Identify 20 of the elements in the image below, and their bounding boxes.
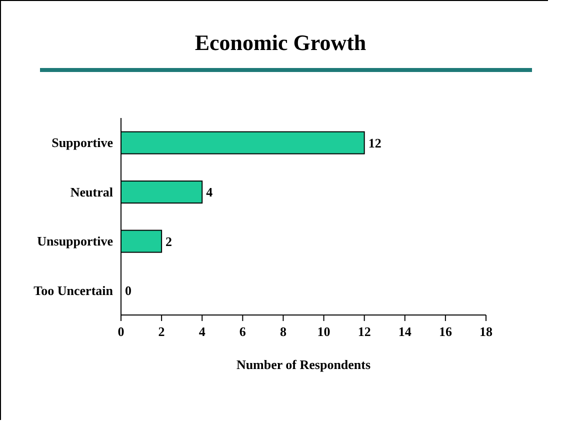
x-tick-label: 2 <box>158 324 165 340</box>
x-tick-label: 4 <box>198 324 206 340</box>
y-tick-label: Neutral <box>70 184 114 200</box>
y-tick-label: Unsupportive <box>37 234 114 249</box>
data-label: 0 <box>125 283 132 298</box>
x-tick-label: 0 <box>118 324 124 340</box>
x-tick-label: 8 <box>280 324 287 340</box>
x-axis-title: Number of Respondents <box>235 357 372 373</box>
x-tick-label: 18 <box>480 324 493 340</box>
data-label: 12 <box>368 135 382 150</box>
y-tick-label: Supportive <box>52 135 114 150</box>
chart-title: Economic Growth <box>194 30 368 56</box>
y-tick-label: Too Uncertain <box>34 282 114 298</box>
x-tick-label: 16 <box>438 324 452 340</box>
data-label: 2 <box>166 234 172 249</box>
x-tick-label: 12 <box>358 324 371 340</box>
data-label: 4 <box>206 184 214 200</box>
x-tick-label: 6 <box>239 324 246 340</box>
x-tick-label: 14 <box>398 324 412 340</box>
x-tick-label: 10 <box>317 324 330 340</box>
